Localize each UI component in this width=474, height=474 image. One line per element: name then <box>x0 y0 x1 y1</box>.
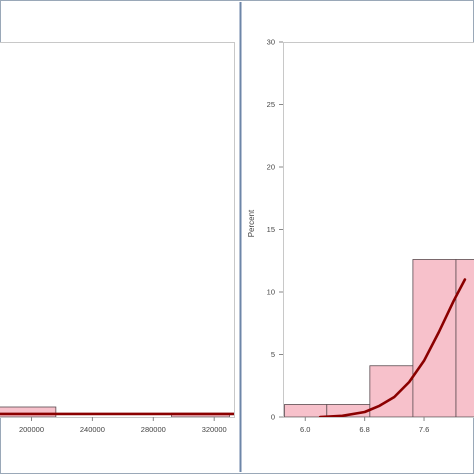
left-x-tick-label: 240000 <box>80 425 105 434</box>
left-plot-area <box>0 42 235 418</box>
right-y-tick-label: 10 <box>267 288 275 297</box>
right-histogram-panel: 6.0 6.8 7.6 0 5 10 15 20 25 30 Percent <box>247 38 474 434</box>
right-y-tick-label: 30 <box>267 38 275 47</box>
right-x-tick-label: 6.0 <box>300 425 310 434</box>
right-plot-marks <box>284 259 474 417</box>
right-x-tick-label: 6.8 <box>359 425 369 434</box>
left-x-tick-label: 320000 <box>202 425 227 434</box>
right-density-curve <box>318 278 467 417</box>
left-histogram-panel: 200000 240000 280000 320000 <box>0 42 235 434</box>
right-histogram-bar <box>284 404 328 417</box>
right-histogram-bar <box>455 259 474 417</box>
right-y-tick-label: 15 <box>267 225 275 234</box>
right-histogram-bar <box>369 365 414 417</box>
right-x-tick-label: 7.6 <box>419 425 429 434</box>
left-histogram-bar <box>0 406 57 417</box>
left-plot-marks <box>0 406 234 417</box>
right-y-axis-label: Percent <box>247 209 256 237</box>
left-x-tick-label: 200000 <box>19 425 44 434</box>
right-y-tick-label: 25 <box>267 100 275 109</box>
left-x-tick-label: 280000 <box>141 425 166 434</box>
right-y-tick-label: 0 <box>271 413 275 422</box>
right-y-tick-label: 5 <box>271 350 275 359</box>
right-y-tick-label: 20 <box>267 163 275 172</box>
